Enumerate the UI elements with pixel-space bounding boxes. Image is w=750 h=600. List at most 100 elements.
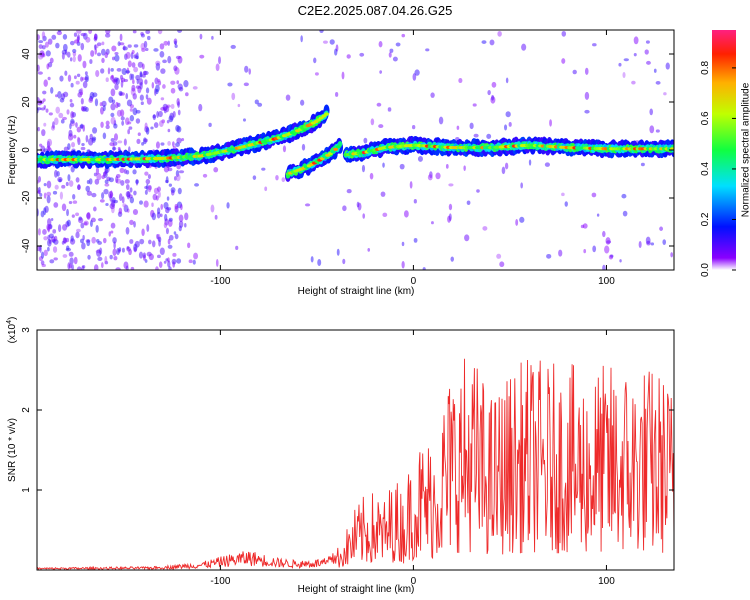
spectrogram-speckle — [82, 265, 86, 269]
spectrogram-speckle — [44, 41, 49, 48]
spectrogram-speckle — [55, 42, 60, 49]
spectrogram-speckle — [175, 173, 181, 182]
spectrogram-y-tick-label: -20 — [21, 190, 32, 205]
spectrogram-speckle — [61, 52, 65, 60]
spectrogram-speckle — [81, 242, 86, 250]
spectrogram-speckle — [655, 80, 661, 85]
spectrogram-speckle — [72, 55, 76, 63]
spectrogram-speckle — [357, 202, 362, 211]
spectrogram-speckle — [431, 221, 434, 225]
spectrogram-speckle — [401, 33, 406, 38]
spectrogram-speckle — [378, 41, 383, 48]
spectrogram-speckle — [97, 217, 104, 222]
spectrogram-speckle — [163, 260, 167, 264]
spectrogram-speckle — [160, 142, 165, 146]
spectrogram-speckle — [167, 128, 171, 133]
spectrogram-speckle — [93, 172, 98, 177]
spectrogram-speckle — [489, 39, 495, 46]
spectrogram-speckle — [178, 214, 184, 223]
spectrogram-speckle — [37, 53, 44, 60]
spectrogram-ridge-peak — [330, 150, 336, 154]
spectrogram-speckle — [97, 52, 102, 57]
spectrogram-speckle — [37, 126, 40, 132]
spectrogram-speckle — [387, 107, 392, 112]
spectrogram-speckle — [156, 254, 161, 259]
spectrogram-speckle — [77, 34, 80, 42]
spectrogram-speckle — [521, 43, 527, 51]
spectrogram-speckle — [62, 43, 68, 52]
spectrogram-speckle — [346, 188, 352, 194]
spectrogram-speckle — [558, 249, 563, 257]
spectrogram-speckle — [120, 116, 125, 121]
spectrogram-speckle — [215, 63, 220, 72]
spectrogram-speckle — [157, 30, 163, 35]
spectrogram-speckle — [650, 242, 655, 246]
spectrogram-speckle — [65, 181, 69, 187]
spectrogram-speckle — [101, 100, 107, 107]
spectrogram-speckle — [165, 207, 170, 214]
spectrogram-speckle — [103, 188, 109, 195]
spectrogram-speckle — [46, 63, 50, 70]
spectrogram-speckle — [79, 87, 84, 95]
spectrogram-speckle — [123, 138, 127, 146]
spectrogram-speckle — [125, 93, 129, 100]
spectrogram-speckle — [117, 140, 123, 144]
spectrogram-speckle — [76, 136, 80, 143]
spectrogram-speckle — [313, 57, 317, 64]
spectrogram-speckle — [192, 86, 198, 90]
spectrogram-speckle — [127, 60, 132, 68]
spectrogram-speckle — [76, 30, 82, 34]
spectrogram-speckle — [170, 187, 176, 193]
spectrogram-speckle — [133, 66, 139, 73]
spectrogram-speckle — [129, 187, 133, 193]
spectrogram-speckle — [53, 257, 58, 261]
spectrogram-speckle — [135, 55, 139, 60]
spectrogram-speckle — [153, 48, 159, 52]
spectrogram-speckle — [159, 120, 164, 128]
spectrogram-speckle — [47, 239, 52, 247]
spectrogram-speckle — [496, 253, 502, 259]
spectrogram-speckle — [141, 47, 146, 52]
spectrogram-speckle — [177, 101, 180, 108]
spectrogram-speckle — [141, 228, 145, 236]
spectrogram-speckle — [102, 132, 107, 140]
spectrogram-speckle — [49, 57, 54, 64]
spectrogram-ticks: -100 0 100 -40 -20 0 20 40 — [21, 30, 674, 287]
spectrogram-speckle — [166, 120, 170, 124]
spectrogram-speckle — [123, 79, 129, 83]
spectrogram-speckle — [45, 108, 49, 113]
spectrogram-speckle — [622, 210, 628, 217]
spectrogram-speckle — [38, 40, 44, 44]
spectrogram-speckle — [264, 186, 268, 192]
spectrogram-speckle — [100, 68, 105, 74]
spectrogram-speckle — [90, 217, 96, 223]
spectrogram-speckle — [59, 75, 64, 82]
snr-marks — [37, 358, 674, 570]
spectrogram-speckle — [108, 177, 114, 183]
spectrogram-speckle — [148, 239, 152, 245]
spectrogram-speckle — [466, 200, 471, 206]
spectrogram-speckle — [127, 129, 130, 135]
spectrogram-speckle — [62, 254, 68, 258]
spectrogram-speckle — [162, 59, 167, 64]
spectrogram-speckle — [369, 172, 374, 180]
spectrogram-speckle — [121, 67, 127, 76]
spectrogram-speckle — [37, 179, 40, 184]
spectrogram-speckle — [476, 189, 480, 193]
spectrogram-speckle — [181, 138, 185, 142]
spectrogram-speckle — [144, 171, 149, 176]
spectrogram-speckle — [142, 252, 146, 259]
spectrogram-speckle — [622, 71, 626, 79]
spectrogram-speckle — [210, 204, 215, 213]
spectrogram-speckle — [519, 216, 525, 223]
spectrogram-speckle — [100, 121, 104, 128]
spectrogram-speckle — [121, 196, 125, 204]
spectrogram-speckle — [649, 108, 654, 116]
spectrogram-speckle — [411, 124, 416, 130]
spectrogram-speckle — [125, 226, 130, 235]
spectrogram-speckle — [61, 240, 65, 245]
spectrogram-speckle — [592, 43, 597, 47]
spectrogram-speckle — [623, 58, 629, 62]
spectrogram-speckle — [414, 69, 420, 76]
spectrogram-speckle — [85, 36, 91, 43]
